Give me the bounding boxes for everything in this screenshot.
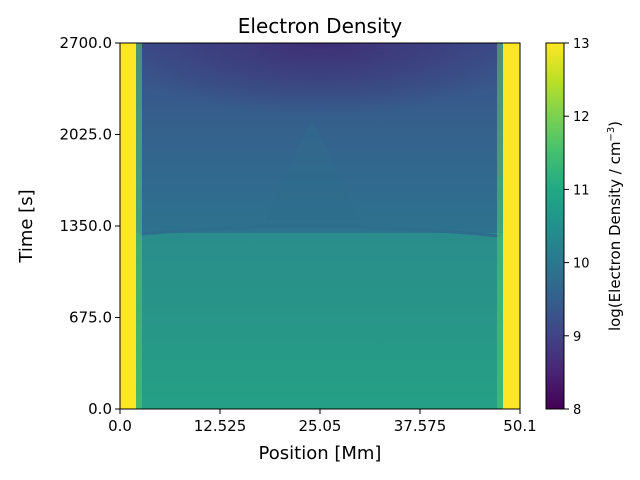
late-corona-dark-top [140, 43, 500, 163]
colorbar-tick-label: 8 [573, 403, 581, 418]
colorbar [545, 42, 565, 410]
y-tick-label: 0.0 [88, 400, 112, 418]
right-chromosphere [503, 43, 520, 409]
y-axis: 0.0 675.0 1350.0 2025.0 2700.0 [60, 34, 120, 418]
x-tick-label: 37.575 [394, 417, 447, 435]
x-tick-label: 0.0 [108, 417, 132, 435]
x-tick-label: 50.1 [503, 417, 536, 435]
colorbar-tick-label: 13 [573, 37, 590, 52]
colorbar-tick-label: 10 [573, 257, 590, 272]
x-tick-label: 12.525 [194, 417, 247, 435]
left-chromosphere [120, 43, 136, 409]
y-tick-label: 1350.0 [60, 217, 113, 235]
left-footpoint-edge [134, 43, 142, 409]
colorbar-tick-label: 11 [573, 183, 590, 198]
x-axis-label: Position [Mm] [259, 443, 382, 464]
y-tick-label: 2025.0 [60, 126, 113, 144]
early-corona-region [120, 230, 520, 409]
chart-title: Electron Density [238, 14, 403, 38]
x-tick-label: 25.05 [299, 417, 342, 435]
colorbar-label: log(Electron Density / cm−3) [606, 121, 624, 331]
colorbar-axis: 8 9 10 11 12 13 [564, 37, 590, 418]
y-tick-label: 2700.0 [60, 34, 113, 52]
right-footpoint-edge [497, 43, 505, 409]
x-axis: 0.0 12.525 25.05 37.575 50.1 [108, 409, 537, 435]
colorbar-tick-label: 9 [573, 330, 581, 345]
colorbar-tick-label: 12 [573, 110, 590, 125]
y-axis-label: Time [s] [16, 189, 37, 263]
central-plume [265, 118, 360, 220]
y-tick-label: 675.0 [69, 309, 112, 327]
transition-front [139, 224, 501, 238]
heatmap-image [120, 43, 520, 409]
